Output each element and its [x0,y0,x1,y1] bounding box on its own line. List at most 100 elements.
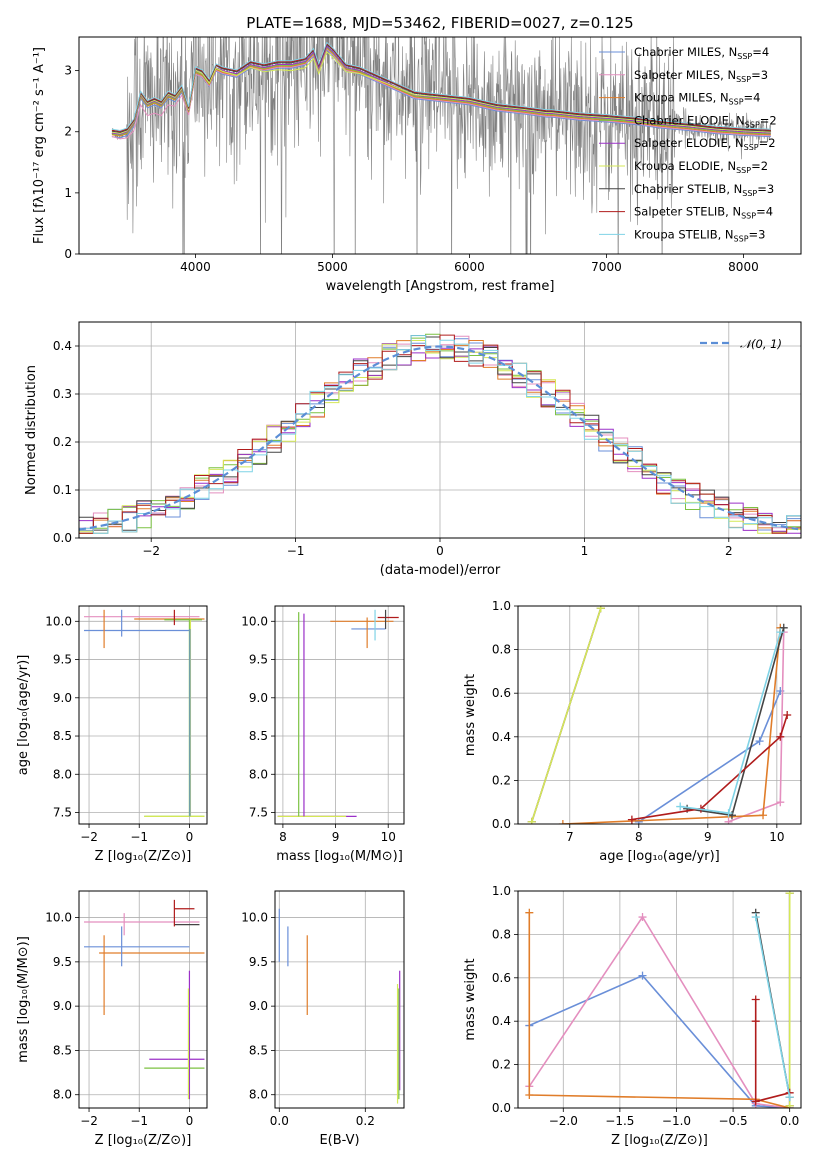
y-tick-label: 0.1 [53,483,72,497]
x-tick-label: 0 [186,1114,194,1128]
weight-line-kroupa-miles [528,912,790,1108]
x-tick-label: 0.2 [356,1114,375,1128]
x-tick-label: 1 [581,544,589,558]
x-tick-label: 4000 [180,260,211,274]
model-curve-2 [111,47,771,137]
y-tick-label: 0.4 [492,730,511,744]
y-tick-label: 1 [64,186,72,200]
x-tick-label: 8 [635,830,643,844]
x-tick-label: 10 [381,830,396,844]
legend-entry: Salpeter ELODIE, NSSP=2 [634,136,776,152]
plus-marker [596,606,605,613]
plus-marker [724,817,733,824]
y-tick-label: 8.0 [249,767,268,781]
model-curve-0 [111,48,771,139]
y-tick-label: 8.0 [53,1088,72,1102]
legend-entry: Kroupa STELIB, NSSP=3 [634,227,765,243]
y-tick-label: 0.0 [492,817,511,831]
y-tick-label: 0.8 [492,927,511,941]
model-curve-3 [111,46,771,136]
y-tick-label: 8.0 [53,767,72,781]
weight-line-kroupa-elodie [531,607,602,823]
y-tick-label: 8.5 [249,1043,268,1057]
plus-marker [751,1017,760,1026]
y-tick-label: 0.4 [492,1014,511,1028]
y-tick-label: 7.5 [53,806,72,820]
axes-frame [274,890,405,1109]
x-axis-label: (data-model)/error [380,563,501,578]
y-tick-label: 9.0 [53,999,72,1013]
y-tick-label: 9.0 [53,691,72,705]
y-tick-label: 0.2 [53,435,72,449]
x-tick-label: 0.0 [780,1114,799,1128]
y-tick-label: 0.4 [53,339,72,353]
plus-marker [755,737,764,746]
plus-marker [525,1090,534,1099]
y-tick-label: 9.5 [53,653,72,667]
plus-marker [525,908,534,917]
x-tick-label: 5000 [317,260,348,274]
y-tick-label: 1.0 [492,884,511,898]
y-tick-label: 0.2 [492,773,511,787]
legend-entry: Chabrier ELODIE, NSSP=2 [634,113,777,129]
y-tick-label: 10.0 [241,911,268,925]
y-tick-label: 3 [64,64,72,78]
weight-vs-age-panel: 7 8 9 10 0.0 0.2 0.4 0.6 0.8 1.0 age [log₁₀(age/yr… [463,599,802,864]
model-curve-1 [111,48,771,140]
x-tick-label: 8 [279,830,287,844]
age-vs-mass-panel: 8 9 10 7.5 8.0 8.5 9.0 9.5 10.0 mass [log₁₀(M/M⊙)… [241,605,405,864]
x-axis-label: Z [log₁₀(Z/Z⊙)] [611,1133,708,1148]
y-axis-label: mass weight [463,958,478,1040]
axes-frame [517,605,802,825]
legend-entry: Kroupa MILES, NSSP=4 [634,91,760,107]
y-tick-label: 0.6 [492,971,511,985]
axes-frame [78,36,802,255]
normal-distribution-curve [79,345,799,531]
model-curve-5 [111,51,771,134]
y-tick-label: 0.3 [53,387,72,401]
mass-vs-Z-panel: −2 −1 0 8.0 8.5 9.0 9.5 10.0 Z [log₁₀(Z/Z⊙)] mass… [16,890,208,1148]
weight-line-kroupa-stelib [754,916,791,1098]
axes-frame [78,321,802,539]
plus-marker [776,798,785,807]
x-tick-label: 9 [704,830,712,844]
axes-frame [274,605,405,825]
plus-marker [776,732,785,741]
plus-marker [759,811,768,820]
plus-marker [751,1097,760,1106]
x-tick-label: −1.0 [662,1114,691,1128]
x-tick-label: −0.5 [719,1114,748,1128]
x-axis-label: Z [log₁₀(Z/Z⊙)] [95,849,192,864]
y-tick-label: 9.0 [249,999,268,1013]
plus-marker [627,815,636,824]
x-axis-label: mass [log₁₀(M/M⊙)] [276,849,403,864]
y-tick-label: 8.5 [53,1043,72,1057]
y-tick-label: 1.0 [492,599,511,613]
x-tick-label: −2.0 [549,1114,578,1128]
y-tick-label: 0.6 [492,686,511,700]
age-vs-mass-plot-area [275,606,404,824]
x-tick-label: −1 [287,544,305,558]
x-tick-label: 0 [436,544,444,558]
x-tick-label: −2 [142,544,160,558]
plus-marker [783,711,792,719]
plus-marker [751,995,760,1004]
y-tick-label: 9.5 [249,653,268,667]
x-tick-label: −1 [130,830,148,844]
mass-vs-ebv-plot-area [275,891,404,1108]
age-vs-Z-panel: −2 −1 0 7.5 8.0 8.5 9.0 9.5 10.0 Z [log₁₀(Z/Z⊙)] a… [16,605,208,864]
y-tick-label: 0.0 [492,1101,511,1115]
model-curve-6 [111,43,771,133]
y-axis-label: Normed distribution [24,365,39,495]
plus-marker [724,809,733,818]
plus-marker [776,628,785,637]
x-tick-label: 2 [725,544,733,558]
y-tick-label: 0.2 [492,1058,511,1072]
y-tick-label: 0.0 [53,531,72,545]
x-tick-label: 0 [186,830,194,844]
weight-vs-age-plot-area [518,606,801,824]
x-axis-label: Z [log₁₀(Z/Z⊙)] [95,1133,192,1148]
x-tick-label: 6000 [454,260,485,274]
x-axis-label: E(B-V) [319,1133,359,1148]
